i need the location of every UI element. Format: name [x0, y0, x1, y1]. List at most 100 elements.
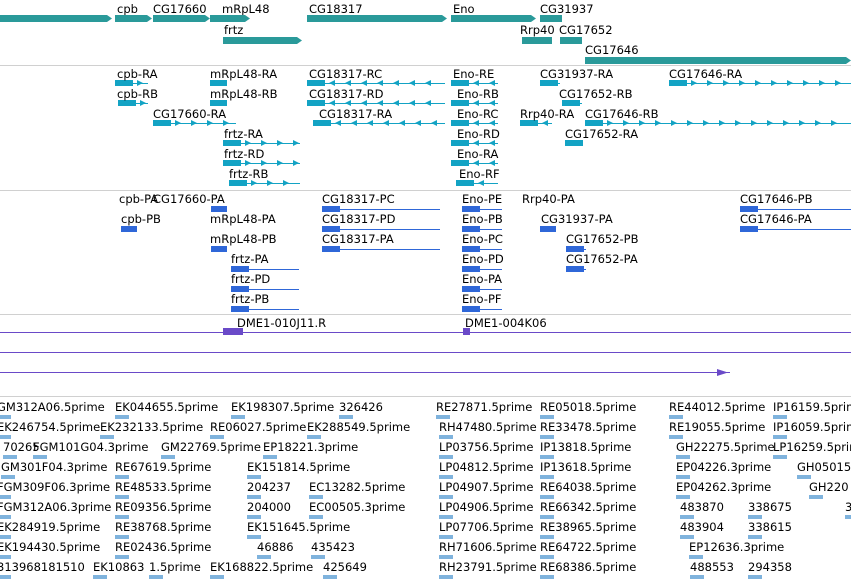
transcript-label[interactable]: CG18317-RA	[319, 107, 393, 121]
gene-label[interactable]: cpb	[117, 2, 138, 16]
est-alignment[interactable]	[748, 575, 762, 579]
transcript-exon[interactable]	[115, 80, 133, 86]
transcript-exon[interactable]	[307, 100, 325, 106]
est-label[interactable]: 70265	[3, 440, 40, 454]
transcript-exon[interactable]	[307, 80, 325, 86]
transcript-exon[interactable]	[229, 180, 247, 186]
est-alignment[interactable]	[439, 575, 453, 579]
gene-label[interactable]: mRpL48	[222, 2, 270, 16]
est-alignment[interactable]	[1, 475, 15, 479]
est-label[interactable]: EK10863	[93, 560, 145, 574]
est-alignment[interactable]	[210, 435, 224, 439]
cds-exon[interactable]	[462, 206, 480, 212]
transcript-exon[interactable]	[562, 100, 580, 106]
est-alignment[interactable]	[115, 515, 129, 519]
est-label[interactable]: GM312A06.5prime	[0, 400, 105, 414]
est-label[interactable]: GM22769.5prime	[161, 440, 261, 454]
transcript-label[interactable]: CG17646-RA	[669, 67, 743, 81]
insertion-marker[interactable]	[223, 328, 243, 335]
est-label[interactable]: RE33478.5prime	[540, 420, 637, 434]
est-label[interactable]: IP16059.5prime	[773, 420, 851, 434]
est-alignment[interactable]	[773, 415, 787, 419]
est-alignment[interactable]	[0, 415, 11, 419]
est-label[interactable]: RE68386.5prime	[540, 560, 637, 574]
cds-exon[interactable]	[740, 206, 758, 212]
transcript-exon[interactable]	[451, 160, 469, 166]
est-label[interactable]: EK168822.5prime	[210, 560, 314, 574]
est-label[interactable]: EK151814.5prime	[247, 460, 351, 474]
transcript-exon[interactable]	[210, 80, 227, 86]
est-alignment[interactable]	[809, 495, 823, 499]
est-label[interactable]: 46886	[257, 540, 294, 554]
est-alignment[interactable]	[247, 475, 261, 479]
gene-feature[interactable]	[0, 15, 112, 22]
est-label[interactable]: RE38768.5prime	[115, 520, 212, 534]
est-alignment[interactable]	[439, 435, 453, 439]
transcript-label[interactable]: CG18317-RC	[309, 67, 383, 81]
est-alignment[interactable]	[676, 475, 690, 479]
est-alignment[interactable]	[263, 455, 277, 459]
transcript-exon[interactable]	[223, 160, 241, 166]
transcript-exon[interactable]	[520, 120, 538, 126]
cds-exon[interactable]	[322, 206, 340, 212]
est-label[interactable]: 204000	[247, 500, 291, 514]
est-label[interactable]: RE19055.5prime	[669, 420, 766, 434]
est-label[interactable]: 488553	[690, 560, 734, 574]
transcript-label[interactable]: frtz-RB	[229, 167, 269, 181]
gene-feature[interactable]	[307, 15, 447, 22]
est-label[interactable]: LP04907.5prime	[439, 480, 534, 494]
est-alignment[interactable]	[149, 575, 163, 579]
est-label[interactable]: 425649	[323, 560, 367, 574]
cds-exon[interactable]	[462, 226, 480, 232]
transcript-label[interactable]: Eno-RD	[457, 127, 500, 141]
transcript-label[interactable]: CG17652-RA	[565, 127, 639, 141]
est-alignment[interactable]	[247, 515, 261, 519]
est-label[interactable]: EK288549.5prime	[307, 420, 411, 434]
cds-exon[interactable]	[462, 286, 480, 292]
est-label[interactable]: RE66342.5prime	[540, 500, 637, 514]
est-alignment[interactable]	[690, 575, 704, 579]
est-label[interactable]: GM301F04.3prime	[1, 460, 108, 474]
est-alignment[interactable]	[93, 575, 107, 579]
est-label[interactable]: 435423	[311, 540, 355, 554]
cds-exon[interactable]	[121, 226, 137, 232]
est-alignment[interactable]	[689, 555, 703, 559]
cds-label[interactable]: CG18317-PC	[322, 192, 395, 206]
transcript-label[interactable]: mRpL48-RA	[210, 67, 278, 81]
est-label[interactable]: GH220	[809, 480, 849, 494]
transcript-label[interactable]: Eno-RC	[457, 107, 499, 121]
est-label[interactable]: LP03756.5prime	[439, 440, 534, 454]
est-alignment[interactable]	[748, 515, 762, 519]
transcript-label[interactable]: frtz-RD	[224, 147, 265, 161]
est-alignment[interactable]	[309, 515, 323, 519]
cds-label[interactable]: Rrp40-PA	[522, 192, 575, 206]
est-alignment[interactable]	[669, 415, 683, 419]
est-label[interactable]: 338615	[748, 520, 792, 534]
est-alignment[interactable]	[773, 455, 787, 459]
est-label[interactable]: LP16259.5prime	[773, 440, 851, 454]
transcript-label[interactable]: Eno-RF	[459, 167, 500, 181]
transcript-label[interactable]: frtz-RA	[224, 127, 263, 141]
est-label[interactable]: 483870	[680, 500, 724, 514]
est-label[interactable]: 1.5prime	[149, 560, 201, 574]
gene-label[interactable]: Rrp40	[520, 23, 555, 37]
est-label[interactable]: EK232133.5prime	[100, 420, 204, 434]
est-alignment[interactable]	[311, 555, 325, 559]
est-label[interactable]: IP13818.5prime	[540, 440, 632, 454]
est-alignment[interactable]	[540, 455, 554, 459]
cds-label[interactable]: CG17652-PA	[566, 252, 638, 266]
gene-label[interactable]: CG31937	[540, 2, 594, 16]
transcript-label[interactable]: cpb-RB	[117, 87, 158, 101]
est-alignment[interactable]	[436, 415, 450, 419]
est-alignment[interactable]	[3, 455, 17, 459]
cds-label[interactable]: cpb-PA	[119, 192, 159, 206]
transcript-label[interactable]: CG18317-RD	[309, 87, 384, 101]
gene-feature[interactable]	[560, 37, 582, 44]
est-alignment[interactable]	[845, 515, 851, 519]
est-alignment[interactable]	[0, 535, 11, 539]
est-alignment[interactable]	[323, 575, 337, 579]
est-label[interactable]: EK151645.5prime	[247, 520, 351, 534]
gene-label[interactable]: frtz	[224, 23, 244, 37]
insertion-arrow-icon[interactable]	[717, 369, 728, 376]
est-label[interactable]: EP12636.3prime	[689, 540, 785, 554]
